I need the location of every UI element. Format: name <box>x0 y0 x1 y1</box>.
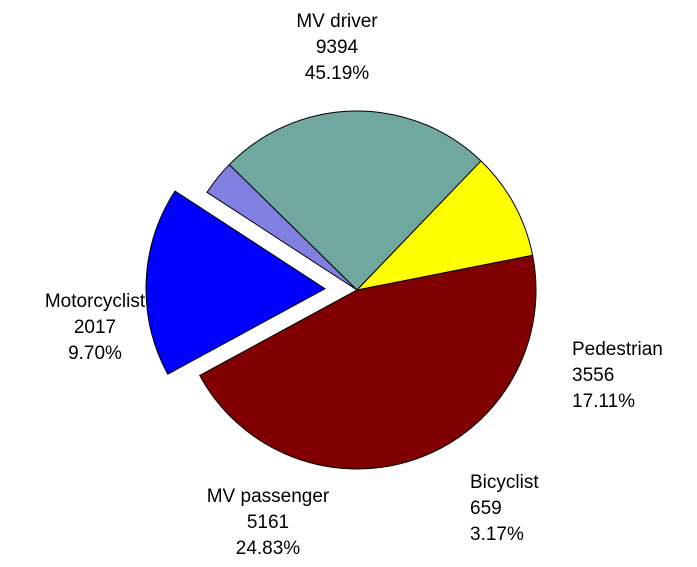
pie-slice <box>228 110 482 291</box>
pie-slice <box>355 160 534 291</box>
slice-value: 5161 <box>247 512 289 533</box>
slice-value: 9394 <box>316 37 359 58</box>
slice-percent: 45.19% <box>305 63 370 84</box>
slice-value: 3556 <box>572 365 614 386</box>
pie-slice <box>199 254 537 470</box>
slice-label: Motorcyclist <box>45 291 146 312</box>
pie-slice <box>145 190 327 375</box>
slice-percent: 3.17% <box>470 524 524 545</box>
slice-label: Pedestrian <box>572 339 663 360</box>
slice-label: Bicyclist <box>470 472 539 493</box>
slice-value: 659 <box>470 498 502 519</box>
slice-value: 2017 <box>74 317 116 338</box>
slice-percent: 24.83% <box>236 538 301 559</box>
slice-label: MV passenger <box>207 486 330 507</box>
slice-label: MV driver <box>296 11 378 32</box>
slice-percent: 9.70% <box>68 343 122 364</box>
slice-percent: 17.11% <box>572 391 635 412</box>
